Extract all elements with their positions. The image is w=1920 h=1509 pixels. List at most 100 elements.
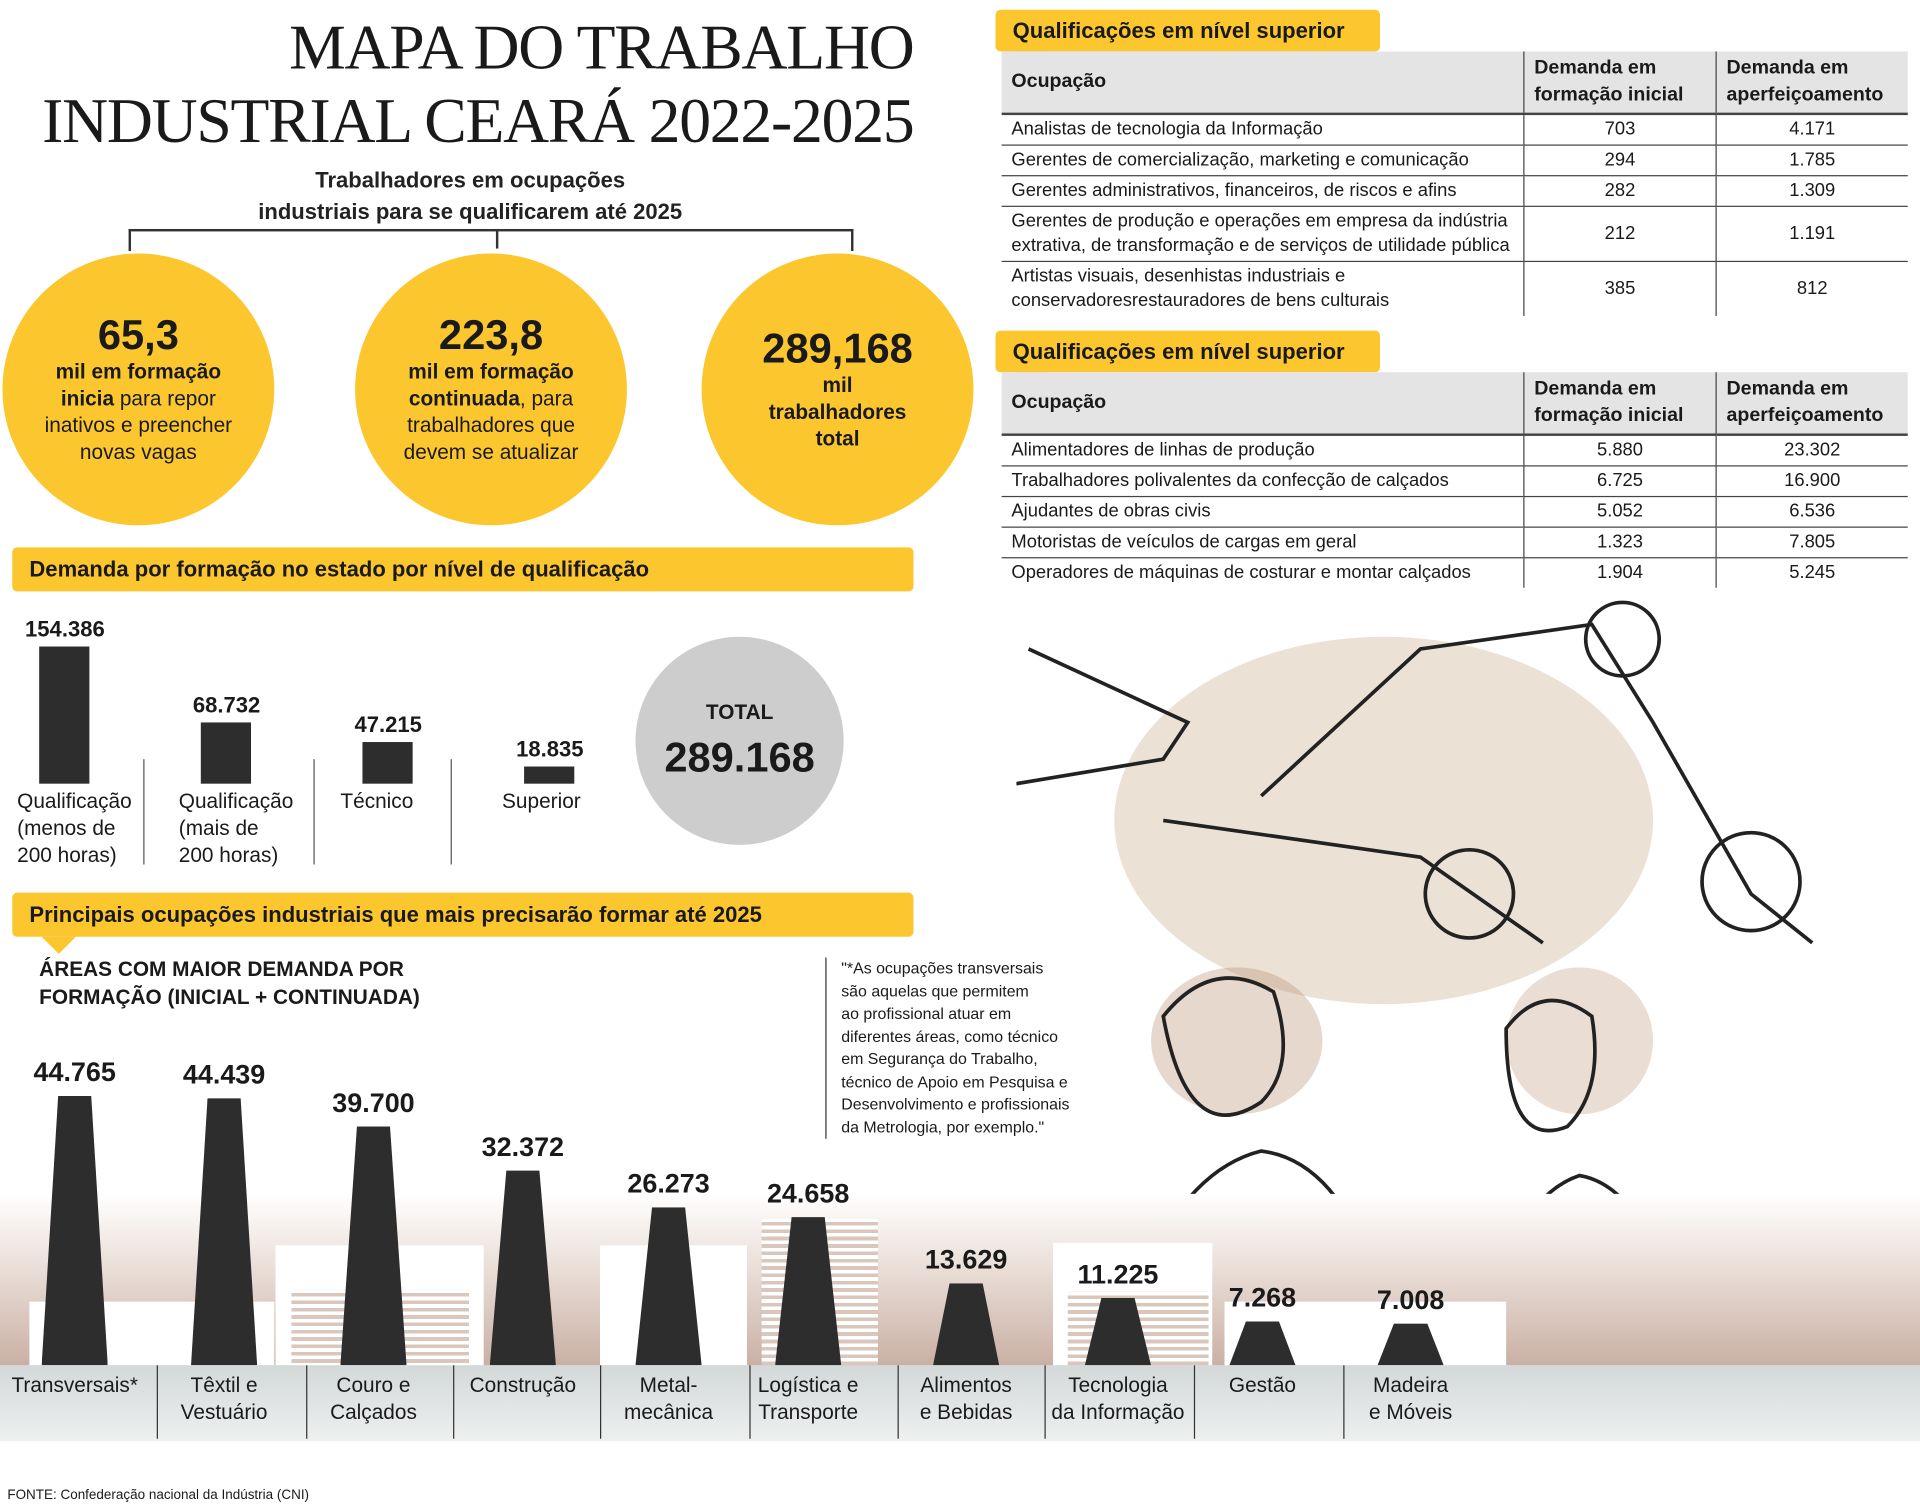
page-title: MAPA DO TRABALHO INDUSTRIAL CEARÁ 2022-2… xyxy=(42,12,915,159)
column-header: Demanda em aperfeiçoamento xyxy=(1715,372,1908,435)
label-line: Tecnologia xyxy=(1068,1373,1168,1398)
total-circle: TOTAL 289.168 xyxy=(635,636,844,845)
stat-bold: mil em formação inicia xyxy=(55,360,222,411)
table-cell-number: 5.245 xyxy=(1715,557,1908,588)
chimney-value-label: 32.372 xyxy=(481,1131,565,1162)
title-line-1: MAPA DO TRABALHO xyxy=(289,13,915,84)
chimney-category-label: Madeira e Móveis xyxy=(1337,1373,1484,1427)
table-row: Artistas visuais, desenhistas industriai… xyxy=(1001,260,1908,316)
stat-circle-continued: 223,8 mil em formação continuada, para t… xyxy=(355,253,627,526)
stat-bold: mil em formação continuada xyxy=(408,360,574,411)
chimney-value-label: 39.700 xyxy=(332,1087,415,1118)
table-cell-number: 1.785 xyxy=(1715,144,1908,176)
column-header: Demanda em aperfeiçoamento xyxy=(1715,51,1908,114)
bar xyxy=(362,741,413,784)
table-cell-number: 4.171 xyxy=(1715,112,1908,146)
category-divider xyxy=(306,1365,308,1439)
table-row: Alimentadores de linhas de produção 5.880… xyxy=(1001,433,1908,466)
table2-banner: Qualificações em nível superior xyxy=(995,330,1381,373)
note-line: da Metrologia, por exemplo." xyxy=(841,1117,1045,1136)
note-line: são aquelas que permitem xyxy=(841,981,1029,1000)
table-superior-1: Ocupação Demanda em formação inicial Deman… xyxy=(1001,51,1908,316)
stat-circle-initial: 65,3 mil em formação inicia para repor i… xyxy=(2,253,275,526)
table-row: Gerentes de produção e operações em empr… xyxy=(1001,205,1908,262)
note-line: em Segurança do Trabalho, xyxy=(841,1049,1038,1068)
note-line: "*As ocupações transversais xyxy=(841,958,1044,978)
table-cell-number: 294 xyxy=(1523,144,1717,176)
table-row: Trabalhadores polivalentes da confecção … xyxy=(1001,465,1908,497)
divider xyxy=(143,759,145,865)
chimney-category-label: Construção xyxy=(449,1373,596,1400)
chimney-value-label: 7.008 xyxy=(1376,1283,1445,1315)
table-cell-number: 1.309 xyxy=(1715,175,1908,207)
category-divider xyxy=(1044,1365,1046,1439)
table-cell-occupation: Gerentes administrativos, financeiros, d… xyxy=(1001,175,1524,207)
label-line: Têxtil e xyxy=(190,1373,258,1398)
table-row: Ajudantes de obras civis 5.052 6.536 xyxy=(1001,495,1908,528)
table-cell-occupation: Gerentes de comercialização, marketing e… xyxy=(1001,144,1524,176)
table-cell-occupation: Operadores de máquinas de costurar e mon… xyxy=(1001,557,1524,588)
table-row: Motoristas de veículos de cargas em gera… xyxy=(1001,526,1908,558)
table-cell-number: 16.900 xyxy=(1715,465,1908,497)
table-cell-number: 703 xyxy=(1523,112,1717,146)
label-line: Calçados xyxy=(330,1400,417,1425)
table-row: Gerentes de comercialização, marketing e… xyxy=(1001,144,1908,176)
table-cell-occupation: Artistas visuais, desenhistas industriai… xyxy=(1001,260,1524,316)
column-header: Demanda em formação inicial xyxy=(1523,51,1717,114)
bracket-mid xyxy=(495,228,499,249)
label-line: Alimentos xyxy=(920,1373,1012,1398)
table-cell-number: 7.805 xyxy=(1715,526,1908,558)
table2-banner-text: Qualificações em nível superior xyxy=(1012,338,1345,364)
bar xyxy=(39,646,90,784)
chimney-value-label: 24.658 xyxy=(766,1177,850,1209)
table-cell-number: 1.191 xyxy=(1715,205,1908,262)
category-divider xyxy=(156,1365,158,1439)
stat-text: mil em formação continuada, para trabalh… xyxy=(355,359,627,467)
stat-value: 223,8 xyxy=(438,312,544,359)
bar-category-label: Técnico xyxy=(340,789,413,816)
table-cell-number: 1.323 xyxy=(1523,526,1717,558)
bracket xyxy=(128,228,854,252)
label-line: (mais de xyxy=(178,816,259,841)
label-line: mecânica xyxy=(624,1400,714,1425)
category-divider xyxy=(1343,1365,1345,1439)
chimney-category-label: Logística e Transporte xyxy=(735,1373,882,1427)
category-divider xyxy=(453,1365,455,1439)
subtitle-line-1: Trabalhadores em ocupações xyxy=(315,167,626,193)
stat-rest: para repor inativos e preencher novas va… xyxy=(44,386,233,465)
label-line: Qualificação xyxy=(178,789,294,814)
chimney-bar xyxy=(41,1095,108,1366)
stat-value: 65,3 xyxy=(97,312,179,359)
table1-banner-text: Qualificações em nível superior xyxy=(1012,17,1345,43)
category-divider xyxy=(897,1365,899,1439)
subheading-line: ÁREAS COM MAIOR DEMANDA POR xyxy=(39,957,404,981)
label-line: Metal- xyxy=(639,1373,698,1398)
table-cell-number: 385 xyxy=(1523,260,1717,316)
column-header: Demanda em formação inicial xyxy=(1523,372,1717,435)
areas-subheading: ÁREAS COM MAIOR DEMANDA POR FORMAÇÃO (IN… xyxy=(39,955,420,1011)
stat-text: mil em formação inicia para repor inativ… xyxy=(2,359,274,467)
chimney-category-label: Transversais* xyxy=(1,1373,148,1400)
chimney-category-label: Alimentos e Bebidas xyxy=(893,1373,1040,1427)
stat-rest: , para trabalhadores que devem se atuali… xyxy=(403,386,579,465)
total-label: TOTAL xyxy=(705,699,774,724)
label-line: da Informação xyxy=(1051,1400,1185,1425)
table-cell-number: 6.536 xyxy=(1715,495,1908,528)
label-line: e Bebidas xyxy=(919,1400,1013,1425)
label-line: 200 horas) xyxy=(17,843,117,867)
table-row: Operadores de máquinas de costurar e mon… xyxy=(1001,557,1908,588)
table-cell-occupation: Alimentadores de linhas de produção xyxy=(1001,433,1524,466)
table-cell-occupation: Motoristas de veículos de cargas em gera… xyxy=(1001,526,1524,558)
label-line: Qualificação xyxy=(17,789,132,814)
label-line: Construção xyxy=(469,1373,577,1398)
category-divider xyxy=(749,1365,751,1439)
column-header: Ocupação xyxy=(1001,372,1524,435)
label-line: Couro e xyxy=(336,1373,411,1398)
table-header-row: Ocupação Demanda em formação inicial Deman… xyxy=(1001,372,1908,435)
chimney-category-label: Gestão xyxy=(1189,1373,1336,1400)
table-cell-occupation: Analistas de tecnologia da Informação xyxy=(1001,112,1524,146)
label-line: Superior xyxy=(502,789,581,814)
total-value: 289.168 xyxy=(664,734,815,781)
table-cell-number: 5.880 xyxy=(1523,433,1717,466)
source-footer: FONTE: Confederação nacional da Indústri… xyxy=(7,1487,310,1503)
